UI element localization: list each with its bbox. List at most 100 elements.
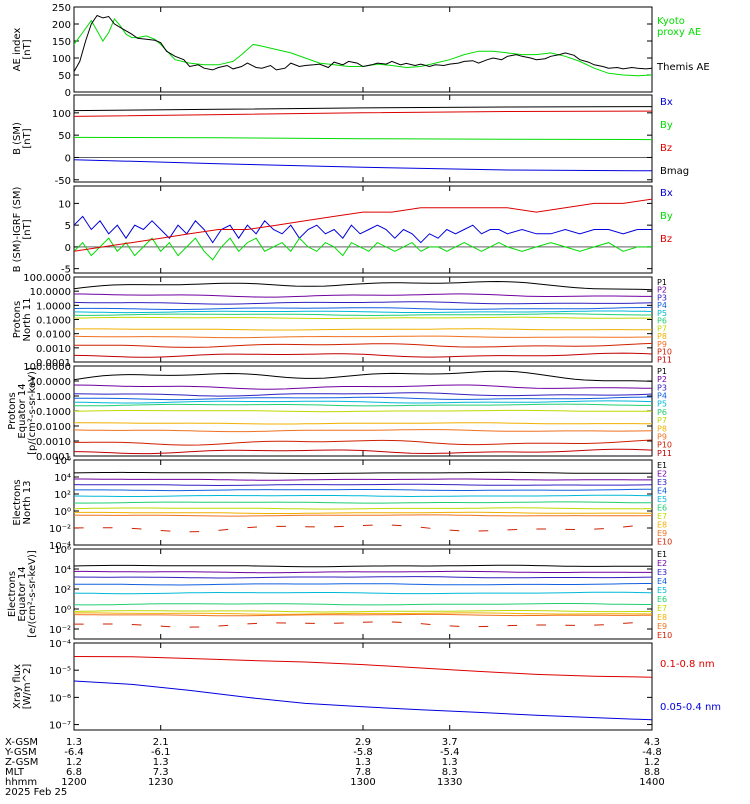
y-tick-label: 10⁰ [54,605,71,616]
series-e10-segment [421,624,431,625]
ephemeris-value: 1400 [639,777,664,788]
series-line-p2 [74,385,652,389]
series-e10-segment [421,527,431,528]
legend-e10: E10 [657,631,672,640]
y-tick-label: 0.1000 [36,316,71,327]
series-e10-segment [219,625,229,626]
legend-e5: E5 [657,586,667,595]
y-label-line: [p/(cm²-s-sr-keV)] [27,367,38,455]
y-tick-label: 0 [65,88,71,99]
y-tick-label: 10 [58,199,71,210]
legend-themis-ae: Themis AE [656,62,710,73]
series-line-by [74,238,652,260]
legend-kyoto-proxy-ae: proxy AE [657,27,701,38]
series-line-p11 [74,353,652,357]
y-tick-label: 0.1000 [36,407,71,418]
legend-0-05-0-4-nm: 0.05-0.4 nm [660,702,721,713]
legend-e6: E6 [657,595,667,604]
series-line-e2 [74,571,652,573]
series-line-p1 [74,371,652,381]
series-line-e5 [74,495,652,496]
y-tick-label: 0.0010 [36,344,71,355]
y-tick-label: 10² [54,585,71,596]
series-line-bmag [74,107,652,111]
y-label-line: [e/(cm²-s-sr-keV)] [27,550,38,638]
series-line-p8 [74,329,652,330]
series-line-e3 [74,484,652,485]
legend-e1: E1 [657,550,667,559]
legend-0-1-0-8-nm: 0.1-0.8 nm [660,659,715,670]
series-line-p9 [74,336,652,338]
series-line-bz [74,111,652,116]
series-line-e8 [74,512,652,513]
date-label: 2025 Feb 25 [5,787,67,798]
y-tick-label: 10⁴ [54,565,71,576]
series-e10-segment [623,623,633,624]
series-e10-segment [161,530,171,531]
y-tick-label: 10⁻⁵ [49,666,71,677]
y-tick-label: 10² [54,490,71,501]
y-label-line: North 11 [22,298,33,342]
series-line-e1 [74,565,652,566]
series-e10-segment [247,527,257,528]
series-e10-segment [623,526,633,527]
legend-bz: Bz [660,143,672,154]
y-label-line: [nT] [22,219,33,239]
legend-e8: E8 [657,613,667,622]
series-line-p4 [74,397,652,400]
legend-by: By [660,120,673,131]
series-line-0-1-0-8-nm [74,657,652,678]
legend-bx: Bx [660,188,673,199]
legend-e4: E4 [657,577,667,586]
series-line-p5 [74,311,652,313]
y-tick-label: 150 [52,37,71,48]
series-e10-segment [132,528,142,529]
y-label-line: [nT] [22,128,33,148]
series-line-p3 [74,302,652,304]
series-e10-segment [247,623,257,624]
y-tick-label: 10⁴ [54,473,71,484]
series-line-e8 [74,613,652,614]
series-line-themis-ae [74,16,652,72]
legend-bx: Bx [660,97,673,108]
series-line-p6 [74,404,652,406]
y-tick-label: 5 [65,221,71,232]
series-line-e1 [74,472,652,473]
panel-4: 100.000010.00001.00000.10000.01000.00100… [12,273,652,369]
legend-e9: E9 [657,622,667,631]
series-line-p4 [74,307,652,309]
y-tick-label: 10⁶ [54,545,71,556]
series-line-bz [74,199,652,251]
series-line-p10 [74,440,652,445]
y-tick-label: 50 [58,131,71,142]
series-line-p8 [74,423,652,424]
series-line-p9 [74,430,652,432]
legend-bz: Bz [660,234,672,245]
series-line-e7 [74,611,652,613]
y-tick-label: 10⁰ [54,507,71,518]
ephemeris-value: 1230 [148,777,173,788]
series-line-e4 [74,584,652,586]
series-line-p2 [74,294,652,297]
legend-bmag: Bmag [660,166,689,177]
series-line-p1 [74,282,652,290]
series-line-bx [74,160,652,171]
y-axis-label: B (SM)[nT] [12,122,33,155]
y-tick-label: 10⁻⁷ [49,721,71,732]
legend-kyoto-proxy-ae: Kyoto [657,16,685,27]
series-line-e7 [74,508,652,509]
y-tick-label: 100 [52,54,71,65]
y-tick-label: 10.0000 [30,287,71,298]
y-tick-label: 10⁻⁶ [49,693,71,704]
y-tick-label: 1.0000 [36,301,71,312]
